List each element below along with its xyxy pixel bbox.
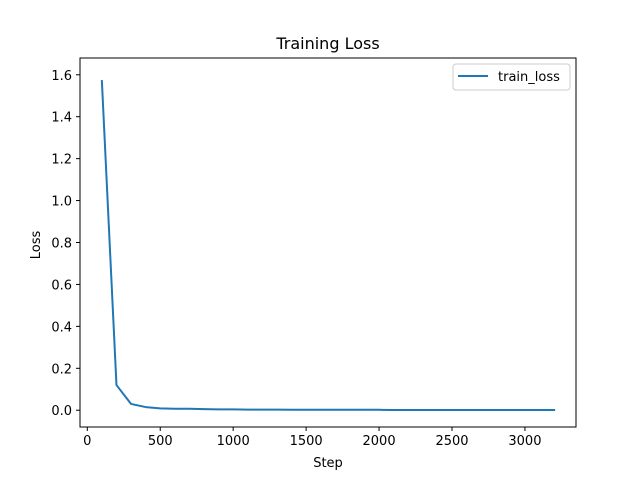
x-tick-label: 2500 xyxy=(435,434,468,449)
y-tick-label: 1.6 xyxy=(51,69,72,84)
x-axis: 0 500 1000 1500 2000 2500 3000 xyxy=(83,427,541,449)
legend: train_loss xyxy=(452,63,571,91)
x-tick-label: 1500 xyxy=(290,434,323,449)
y-tick-label: 1.0 xyxy=(51,195,72,210)
x-axis-label: Step xyxy=(313,456,343,471)
y-tick-label: 1.2 xyxy=(51,153,72,168)
y-tick-label: 0.2 xyxy=(51,362,72,377)
y-tick-label: 1.4 xyxy=(51,111,72,126)
y-tick-label: 0.4 xyxy=(51,320,72,335)
chart-title: Training Loss xyxy=(275,34,379,53)
y-axis-label: Loss xyxy=(29,231,44,260)
x-tick-label: 0 xyxy=(83,434,91,449)
y-tick-label: 0.0 xyxy=(51,404,72,419)
series-line-train-loss xyxy=(100,80,556,412)
y-tick-label: 0.8 xyxy=(51,237,72,252)
y-tick-label: 0.6 xyxy=(51,278,72,293)
y-axis: 0.0 0.2 0.4 0.6 0.8 1.0 1.2 1.4 1.6 xyxy=(51,69,80,419)
x-tick-label: 1000 xyxy=(217,434,250,449)
legend-frame xyxy=(452,63,571,91)
x-tick-label: 2000 xyxy=(363,434,396,449)
x-tick-label: 3000 xyxy=(508,434,541,449)
x-tick-label: 500 xyxy=(148,434,173,449)
legend-entry-train-loss: train_loss xyxy=(498,70,560,85)
